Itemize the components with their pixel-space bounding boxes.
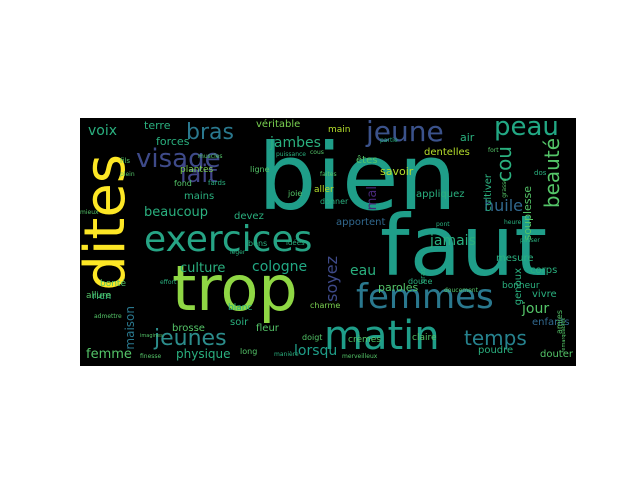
word: femmes — [356, 277, 494, 317]
word: jeune — [366, 118, 444, 148]
word: puissance — [276, 151, 306, 158]
word: physique — [176, 347, 231, 361]
word: terre — [144, 119, 171, 132]
word: temps — [464, 326, 527, 350]
word: huile — [484, 196, 524, 215]
word: partie — [380, 137, 398, 144]
word: souplesse — [521, 186, 534, 241]
word: eau — [350, 263, 377, 279]
word: femme — [86, 347, 132, 362]
word: long — [240, 347, 258, 356]
word: mal — [365, 186, 380, 211]
word: faut — [380, 197, 548, 295]
word: devez — [234, 211, 264, 222]
word: véritable — [256, 119, 301, 130]
word: corps — [530, 265, 558, 276]
word: culture — [180, 261, 226, 276]
word: plantes — [180, 165, 214, 175]
word: appliquez — [416, 189, 465, 200]
word: cultiver — [483, 174, 494, 212]
word: enfants — [532, 317, 570, 328]
word: fards — [208, 179, 226, 187]
word: savoir — [380, 165, 414, 178]
word: maison — [123, 306, 137, 350]
word: finesse — [140, 353, 162, 360]
word: jour — [522, 301, 550, 317]
word: dos — [534, 169, 547, 177]
word: douter — [540, 349, 573, 360]
word: jeunes — [154, 326, 227, 351]
word: faites — [320, 171, 337, 178]
word: gras — [419, 268, 427, 284]
word: êtes — [356, 155, 378, 166]
word: cous — [310, 149, 324, 156]
word: aller — [314, 185, 334, 195]
word: rien — [92, 291, 112, 302]
word: voix — [88, 123, 118, 139]
word: ligne — [250, 165, 270, 174]
word: joie — [288, 189, 303, 198]
word: imagines — [140, 333, 163, 339]
word: lorsqu — [294, 343, 338, 359]
word: bras — [186, 120, 234, 145]
word: cologne — [252, 259, 308, 275]
word: merveilleux — [342, 353, 378, 360]
word: admettre — [94, 313, 122, 320]
word: mains — [184, 191, 215, 202]
word: effort — [160, 279, 177, 286]
word: plein — [120, 171, 135, 178]
word: jamais — [430, 233, 476, 249]
word: fleur — [256, 323, 279, 334]
word: charme — [310, 301, 341, 310]
word: muscles — [198, 153, 223, 160]
word: blanc — [228, 303, 253, 313]
word: doigt — [302, 333, 323, 342]
word: dentelles — [424, 147, 470, 158]
word: forces — [156, 135, 190, 148]
word: lait — [180, 160, 218, 188]
word: fils — [120, 157, 131, 165]
word: pont — [436, 221, 450, 228]
word: bonté — [100, 279, 126, 289]
word: idées — [286, 239, 305, 247]
word: doucement — [444, 287, 478, 294]
word: peau — [494, 118, 559, 142]
word: vivre — [532, 289, 557, 300]
word: crèmes — [348, 335, 381, 345]
word: soyez — [322, 256, 341, 302]
word: mieux — [80, 209, 99, 216]
word: léger — [230, 249, 246, 256]
word: heure — [504, 219, 522, 226]
word: mesure — [496, 253, 534, 264]
word: donner — [320, 197, 349, 206]
word: remarquables — [561, 318, 567, 353]
word: allure — [86, 291, 112, 301]
word: douce — [408, 277, 433, 286]
word: bien — [258, 124, 457, 231]
word: poudre — [478, 345, 514, 356]
word: air — [460, 131, 475, 144]
word: bons — [248, 239, 268, 248]
word: passer — [520, 237, 540, 244]
word: grasse — [501, 178, 508, 198]
word: manière — [274, 351, 299, 358]
word: trop — [172, 252, 298, 325]
word: apportent — [336, 217, 386, 228]
word: visage — [136, 144, 221, 174]
word: matin — [324, 313, 440, 359]
word: jambes — [270, 135, 321, 151]
word: fond — [174, 179, 192, 188]
word-cloud-panel: bien faut trop dites exercices matin fem… — [80, 118, 576, 366]
word: soir — [230, 317, 249, 328]
word: exercices — [144, 219, 313, 260]
word: main — [328, 125, 351, 135]
word: bonheur — [502, 281, 540, 291]
word: beaucoup — [144, 205, 209, 220]
word: brosse — [172, 323, 205, 334]
word: claire — [412, 333, 437, 343]
word: paroles — [378, 281, 419, 294]
word: fort — [488, 147, 499, 154]
